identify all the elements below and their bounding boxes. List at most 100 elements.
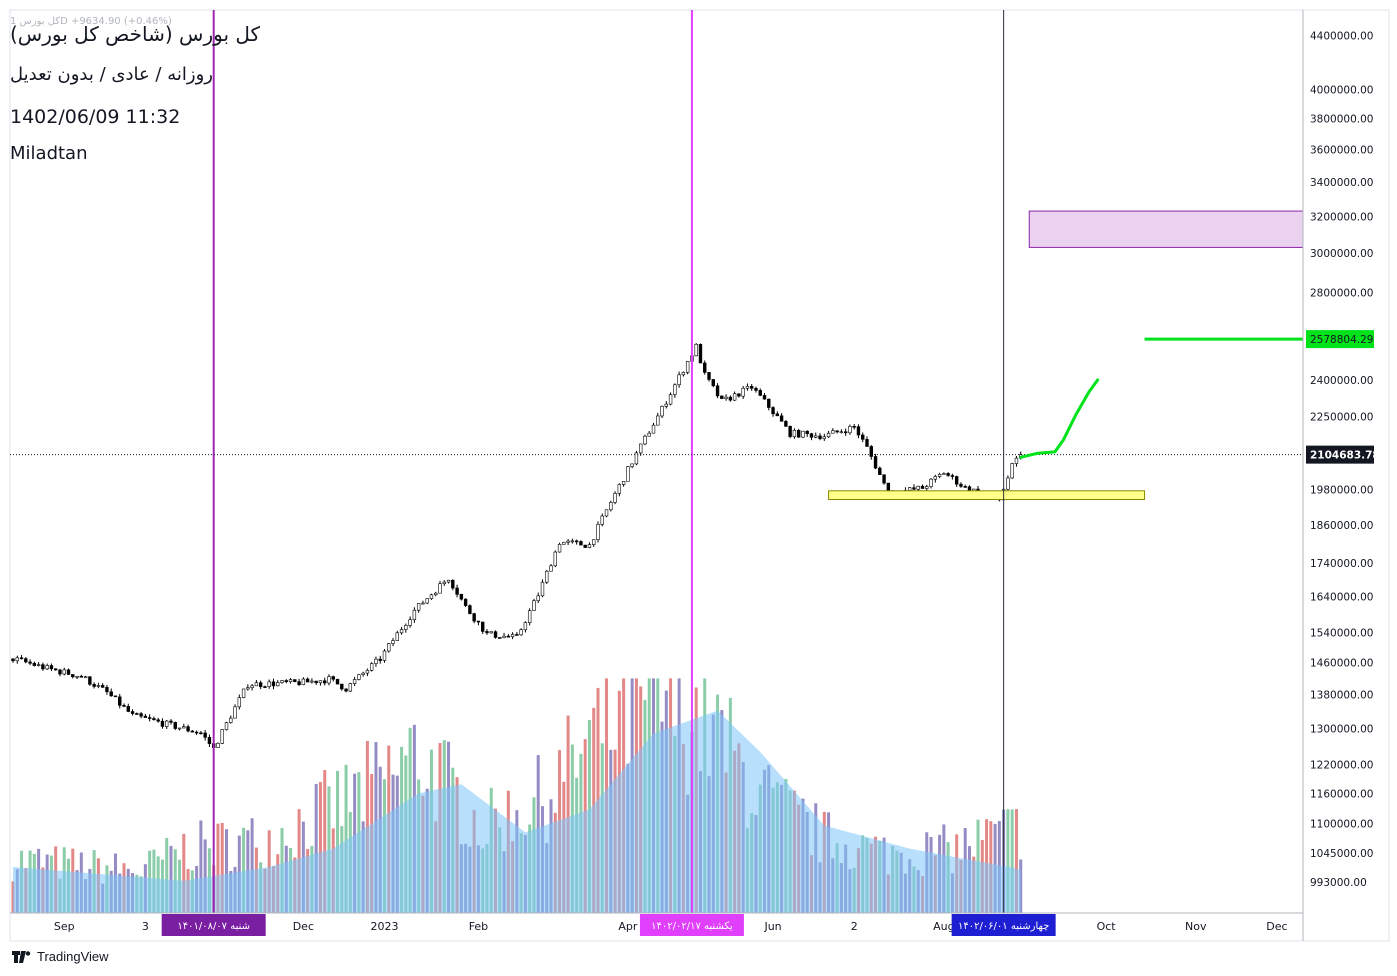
- marker-date-badge: [639, 914, 744, 936]
- candle-body: [570, 540, 575, 543]
- candle-body: [771, 407, 775, 415]
- candle-body: [143, 715, 148, 718]
- candle-body: [532, 600, 536, 611]
- candle-body: [545, 570, 549, 583]
- chart-title: کل بورس (شاخص کل بورس): [10, 22, 261, 46]
- candle-body: [942, 473, 946, 475]
- candle-body: [668, 394, 673, 405]
- x-tick-label: Aug: [933, 920, 954, 933]
- candle-body: [429, 594, 434, 599]
- candle-body: [664, 403, 669, 407]
- volume-bar: [182, 833, 186, 913]
- candle-body: [792, 430, 797, 437]
- candle-body: [809, 433, 814, 438]
- volume-ma-area: [13, 710, 1021, 913]
- candle-body: [703, 362, 707, 373]
- volume-bar: [1006, 809, 1010, 913]
- candle-body: [604, 509, 609, 517]
- candle-body: [369, 663, 374, 671]
- candle-body: [519, 629, 523, 636]
- candle-body: [463, 598, 468, 606]
- marker-date-label: شنبه ۱۴۰۱/۰۸/۰۷: [177, 921, 250, 932]
- candle-body: [305, 678, 310, 683]
- volume-bar: [169, 845, 173, 913]
- candle-body: [365, 670, 370, 674]
- y-tick-label: 1540000.00: [1310, 627, 1373, 639]
- candle-body: [959, 483, 963, 487]
- candle-body: [720, 395, 724, 399]
- candle-body: [878, 467, 882, 476]
- y-tick-label: 2250000.00: [1310, 412, 1373, 424]
- candle-body: [182, 726, 186, 729]
- volume-bar: [250, 818, 254, 913]
- candle-body: [36, 664, 41, 666]
- y-tick-label: 3800000.00: [1310, 114, 1373, 126]
- volume-bar: [1014, 809, 1018, 913]
- candle-body: [391, 640, 395, 644]
- candle-body: [937, 474, 942, 477]
- candle-body: [374, 658, 378, 664]
- candle-body: [523, 622, 528, 631]
- volume-bar: [336, 770, 340, 913]
- candle-body: [758, 390, 762, 396]
- candle-body: [58, 669, 62, 675]
- candle-body: [767, 398, 771, 408]
- candle-body: [1006, 477, 1010, 490]
- candle-body: [293, 679, 297, 682]
- marker-date-label: یکشنبه ۱۴۰۲/۰۲/۱۷: [651, 921, 733, 932]
- candle-body: [246, 687, 250, 690]
- x-tick-label: Dec: [1266, 920, 1287, 933]
- tradingview-logo[interactable]: TradingView: [12, 949, 109, 964]
- y-tick-label: 1860000.00: [1310, 520, 1373, 532]
- candle-body: [194, 731, 199, 734]
- volume-bar: [1019, 859, 1023, 913]
- candle-body: [378, 658, 382, 661]
- candle-body: [801, 430, 805, 438]
- candle-body: [515, 634, 519, 636]
- candle-body: [732, 393, 737, 401]
- current-price-label: 2104683.78: [1310, 450, 1380, 462]
- candle-body: [724, 396, 728, 399]
- candle-body: [318, 680, 323, 684]
- candle-body: [455, 587, 459, 595]
- candle-body: [818, 435, 822, 440]
- candle-body: [750, 386, 754, 389]
- candle-body: [207, 737, 212, 744]
- candle-body: [28, 661, 32, 664]
- candle-body: [527, 610, 532, 623]
- candle-body: [310, 680, 314, 683]
- candle-body: [186, 726, 190, 732]
- candle-body: [331, 676, 335, 680]
- candle-body: [685, 361, 690, 373]
- candle-body: [1010, 463, 1014, 479]
- candle-body: [135, 713, 139, 715]
- candle-body: [267, 681, 271, 687]
- candle-body: [510, 634, 515, 637]
- candle-body: [258, 682, 263, 687]
- candle-body: [1014, 457, 1019, 464]
- candle-body: [66, 669, 71, 675]
- candle-body: [638, 443, 643, 454]
- y-tick-label: 3400000.00: [1310, 177, 1373, 189]
- candle-body: [203, 732, 207, 738]
- projection-path: [1019, 378, 1100, 459]
- candle-body: [613, 493, 617, 503]
- candle-body: [24, 658, 28, 663]
- candle-body: [434, 592, 438, 596]
- candle-body: [630, 463, 634, 467]
- candle-body: [784, 421, 788, 427]
- volume-bar: [242, 827, 246, 913]
- candle-body: [177, 727, 182, 730]
- candle-body: [737, 393, 741, 397]
- volume-bar: [1010, 809, 1014, 913]
- y-tick-label: 3600000.00: [1310, 144, 1373, 156]
- candle-body: [113, 695, 118, 698]
- candle-body: [425, 598, 429, 604]
- candle-body: [954, 476, 959, 485]
- chart-subtitle: روزانه / عادی / بدون تعدیل: [10, 64, 213, 85]
- candle-body: [387, 643, 391, 652]
- candle-body: [856, 426, 861, 436]
- candle-body: [745, 386, 750, 389]
- x-tick-label: Oct: [1097, 920, 1117, 933]
